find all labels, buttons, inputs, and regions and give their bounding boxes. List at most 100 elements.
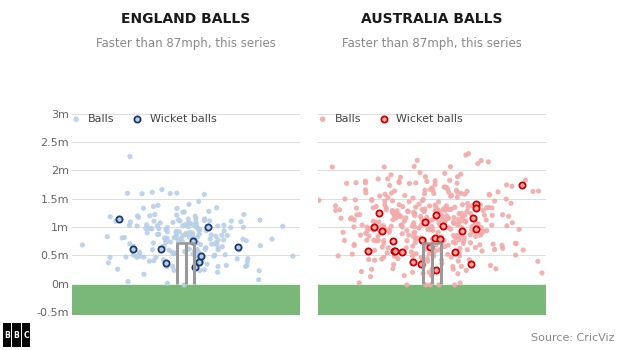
Text: Wicket balls: Wicket balls <box>396 114 463 124</box>
Point <box>464 151 474 156</box>
Point <box>461 268 471 273</box>
Point <box>373 233 383 239</box>
Point <box>491 266 501 272</box>
Point <box>450 282 460 288</box>
Point <box>149 204 158 209</box>
Point <box>384 183 394 188</box>
Point <box>412 158 422 163</box>
Point <box>456 172 466 177</box>
Point <box>388 266 397 272</box>
Point <box>455 280 465 286</box>
Point <box>490 247 500 252</box>
Point <box>192 222 202 228</box>
Point <box>187 232 197 238</box>
Point <box>234 247 244 253</box>
Point <box>409 210 419 215</box>
Point <box>153 203 163 208</box>
Point <box>417 216 427 222</box>
Point <box>238 224 248 230</box>
Point <box>468 216 478 221</box>
Point <box>369 224 379 230</box>
Point <box>139 205 149 211</box>
Point <box>502 223 512 229</box>
Point <box>462 201 472 206</box>
Point <box>125 241 135 247</box>
Point <box>212 240 222 245</box>
Point <box>431 215 441 221</box>
Point <box>447 193 457 198</box>
Point <box>431 207 441 213</box>
Point <box>149 240 158 246</box>
Point <box>469 229 479 234</box>
Point <box>388 208 397 214</box>
Point <box>132 117 142 122</box>
Point <box>467 203 477 209</box>
Point <box>409 164 419 169</box>
Point <box>450 250 460 255</box>
Point <box>174 229 184 234</box>
Point <box>487 205 497 211</box>
Point <box>418 271 428 276</box>
Point <box>122 190 132 196</box>
Point <box>125 154 135 159</box>
Point <box>510 252 520 258</box>
Point <box>457 202 467 208</box>
Point <box>157 246 167 252</box>
Point <box>111 218 121 224</box>
Point <box>217 244 227 250</box>
Point <box>157 187 167 192</box>
Point <box>392 208 402 213</box>
Point <box>367 267 377 272</box>
Point <box>451 188 461 193</box>
Point <box>544 212 553 217</box>
Point <box>137 191 147 197</box>
Point <box>135 250 145 255</box>
Point <box>219 228 229 233</box>
Point <box>168 251 178 256</box>
Point <box>172 229 182 234</box>
Point <box>429 253 439 259</box>
Point <box>195 227 205 233</box>
Point <box>466 211 475 216</box>
Point <box>528 189 538 194</box>
Text: Wicket balls: Wicket balls <box>150 114 217 124</box>
Point <box>162 236 172 241</box>
Point <box>168 251 178 257</box>
Point <box>414 225 424 231</box>
Point <box>506 201 516 206</box>
Point <box>188 251 198 257</box>
Point <box>470 234 480 239</box>
Point <box>484 159 494 165</box>
Point <box>384 230 394 235</box>
Point <box>409 230 419 236</box>
Point <box>394 180 404 185</box>
Point <box>461 218 470 224</box>
Point <box>254 268 264 274</box>
Point <box>383 195 393 201</box>
Point <box>238 237 248 242</box>
Point <box>408 195 418 201</box>
Point <box>178 223 188 229</box>
Point <box>205 218 215 224</box>
Text: Balls: Balls <box>88 114 115 124</box>
Point <box>446 194 456 199</box>
Point <box>452 233 462 238</box>
Point <box>209 253 219 259</box>
Point <box>195 257 205 262</box>
Point <box>361 231 371 236</box>
Point <box>173 217 183 223</box>
Point <box>493 189 503 195</box>
Point <box>210 241 220 247</box>
Point <box>429 238 439 244</box>
Point <box>403 209 413 215</box>
Point <box>178 209 188 215</box>
Point <box>382 250 392 256</box>
Point <box>427 217 437 223</box>
Point <box>378 244 388 250</box>
Point <box>396 222 406 228</box>
Point <box>477 231 487 236</box>
Point <box>162 280 172 286</box>
Point <box>144 258 154 264</box>
Point <box>202 261 212 267</box>
Point <box>442 186 452 191</box>
